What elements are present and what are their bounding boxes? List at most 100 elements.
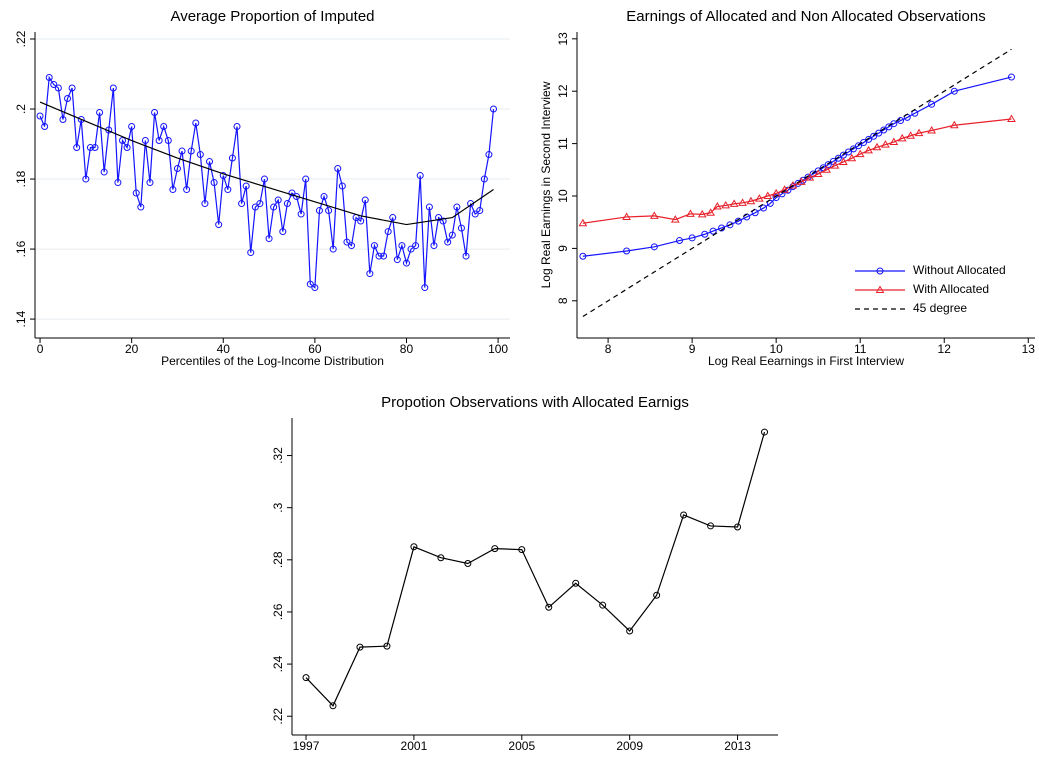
marker — [233, 123, 241, 131]
marker — [718, 224, 726, 232]
marker — [383, 642, 391, 650]
marker — [416, 172, 424, 180]
marker — [485, 151, 493, 159]
x-tick-label: 2013 — [724, 739, 751, 753]
series-line — [39, 101, 494, 226]
marker — [201, 200, 209, 208]
marker — [169, 186, 177, 194]
y-tick-label: .26 — [271, 603, 285, 620]
y-tick-label: 12 — [556, 84, 570, 98]
marker — [173, 165, 181, 173]
marker — [830, 161, 840, 169]
marker — [238, 200, 246, 208]
y-tick-label: .22 — [14, 30, 28, 47]
marker — [283, 200, 291, 208]
marker — [844, 148, 852, 156]
marker — [160, 123, 168, 131]
marker — [439, 217, 447, 225]
marker — [448, 231, 456, 239]
marker — [444, 238, 452, 246]
marker — [334, 165, 342, 173]
marker — [676, 237, 684, 245]
marker — [709, 227, 717, 235]
marker — [670, 215, 680, 223]
y-tick-label: 11 — [556, 137, 570, 150]
marker — [59, 116, 67, 124]
marker — [178, 147, 186, 155]
marker — [380, 252, 388, 260]
y-tick-label: 8 — [556, 297, 570, 304]
marker — [688, 234, 696, 242]
marker — [772, 194, 780, 202]
marker — [518, 546, 526, 554]
marker — [906, 131, 915, 139]
marker — [141, 137, 149, 145]
series-line — [305, 431, 766, 707]
x-tick-label: 11 — [854, 342, 867, 356]
marker — [36, 112, 44, 120]
marker — [219, 172, 227, 180]
marker — [875, 129, 883, 137]
marker — [412, 242, 420, 250]
marker — [320, 193, 328, 201]
x-tick-label: 13 — [1022, 342, 1036, 356]
marker — [870, 132, 878, 140]
marker — [288, 189, 296, 197]
marker — [927, 126, 937, 134]
marker — [928, 100, 936, 108]
marker — [389, 214, 397, 222]
marker — [763, 191, 773, 200]
marker — [228, 154, 236, 162]
marker — [1007, 73, 1015, 81]
marker — [949, 120, 959, 129]
marker — [187, 147, 195, 155]
marker — [855, 149, 865, 158]
marker — [457, 224, 465, 232]
marker — [128, 123, 136, 131]
marker — [805, 173, 815, 181]
x-tick-label: 80 — [400, 342, 414, 356]
marker — [402, 259, 410, 267]
marker — [393, 256, 401, 264]
marker — [872, 142, 882, 151]
x-tick-label: 2009 — [616, 739, 643, 753]
marker — [361, 196, 369, 204]
marker — [864, 145, 873, 154]
marker — [545, 603, 553, 611]
x-tick-label: 40 — [217, 342, 231, 356]
marker — [91, 144, 99, 152]
marker — [794, 179, 802, 187]
marker — [760, 204, 768, 212]
marker — [73, 144, 81, 152]
marker — [435, 214, 443, 222]
marker — [315, 207, 323, 215]
marker — [196, 151, 204, 159]
x-axis-label: Percentiles of the Log-Income Distributi… — [161, 354, 384, 368]
marker — [626, 627, 634, 635]
marker — [950, 87, 958, 95]
marker — [849, 145, 857, 153]
marker — [54, 84, 62, 92]
marker — [270, 203, 278, 211]
marker — [788, 181, 798, 189]
marker — [490, 105, 498, 113]
marker — [834, 154, 842, 162]
x-tick-label: 8 — [605, 342, 612, 356]
marker — [622, 212, 631, 220]
marker — [151, 109, 159, 117]
legend-label: With Allocated — [913, 282, 989, 296]
marker — [914, 128, 924, 137]
marker — [410, 543, 418, 551]
marker — [123, 144, 131, 152]
series-line — [582, 118, 1012, 224]
marker — [224, 186, 232, 194]
marker — [192, 119, 200, 127]
marker — [82, 175, 90, 183]
marker — [734, 217, 742, 225]
marker — [343, 238, 351, 246]
marker — [738, 198, 747, 206]
y-axis-label: Log Real Earnings in Second Interview — [539, 81, 553, 288]
marker — [897, 133, 907, 142]
legend-label: 45 degree — [913, 301, 967, 315]
marker — [77, 116, 85, 124]
